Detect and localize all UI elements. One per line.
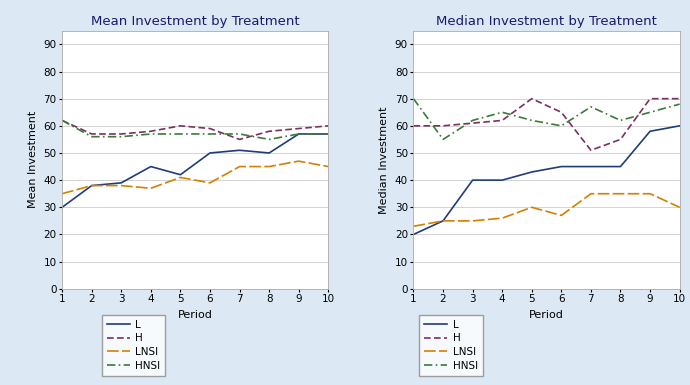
HNSI [206, 132, 214, 136]
LNSI [324, 164, 333, 169]
LNSI [676, 205, 684, 209]
HNSI [235, 132, 244, 136]
L [616, 164, 624, 169]
LNSI [206, 181, 214, 185]
L [324, 132, 333, 136]
H [147, 129, 155, 134]
X-axis label: Period: Period [529, 310, 564, 320]
LNSI [88, 183, 96, 188]
L [147, 164, 155, 169]
LNSI [528, 205, 536, 209]
H [439, 124, 447, 128]
L [646, 129, 654, 134]
H [586, 148, 595, 152]
L [235, 148, 244, 152]
L [586, 164, 595, 169]
L [295, 132, 303, 136]
LNSI [439, 219, 447, 223]
LNSI [265, 164, 273, 169]
Line: H: H [62, 121, 328, 139]
H [235, 137, 244, 142]
Legend: L, H, LNSI, HNSI: L, H, LNSI, HNSI [102, 315, 166, 376]
L [528, 170, 536, 174]
Line: LNSI: LNSI [413, 194, 680, 226]
L [58, 205, 66, 209]
HNSI [469, 118, 477, 123]
H [498, 118, 506, 123]
HNSI [586, 104, 595, 109]
H [409, 124, 417, 128]
HNSI [147, 132, 155, 136]
LNSI [117, 183, 126, 188]
Line: HNSI: HNSI [62, 121, 328, 139]
H [528, 96, 536, 101]
L [88, 183, 96, 188]
H [265, 129, 273, 134]
Title: Median Investment by Treatment: Median Investment by Treatment [436, 15, 657, 28]
HNSI [439, 137, 447, 142]
Line: H: H [413, 99, 680, 150]
LNSI [616, 191, 624, 196]
H [558, 110, 566, 115]
LNSI [147, 186, 155, 191]
HNSI [616, 118, 624, 123]
Y-axis label: Mean Investment: Mean Investment [28, 111, 38, 208]
L [469, 178, 477, 182]
X-axis label: Period: Period [178, 310, 213, 320]
Line: L: L [62, 134, 328, 207]
HNSI [88, 134, 96, 139]
H [295, 126, 303, 131]
HNSI [295, 132, 303, 136]
LNSI [498, 216, 506, 221]
L [558, 164, 566, 169]
LNSI [558, 213, 566, 218]
HNSI [265, 137, 273, 142]
HNSI [528, 118, 536, 123]
Line: L: L [413, 126, 680, 234]
H [88, 132, 96, 136]
HNSI [117, 134, 126, 139]
LNSI [58, 191, 66, 196]
L [676, 124, 684, 128]
L [176, 172, 184, 177]
Legend: L, H, LNSI, HNSI: L, H, LNSI, HNSI [420, 315, 483, 376]
H [469, 121, 477, 126]
H [176, 124, 184, 128]
L [265, 151, 273, 155]
HNSI [409, 96, 417, 101]
HNSI [58, 118, 66, 123]
Title: Mean Investment by Treatment: Mean Investment by Treatment [91, 15, 299, 28]
Line: LNSI: LNSI [62, 161, 328, 194]
LNSI [295, 159, 303, 164]
H [616, 137, 624, 142]
Line: HNSI: HNSI [413, 99, 680, 139]
H [58, 118, 66, 123]
LNSI [469, 219, 477, 223]
LNSI [176, 175, 184, 180]
L [206, 151, 214, 155]
HNSI [498, 110, 506, 115]
H [324, 124, 333, 128]
H [646, 96, 654, 101]
LNSI [586, 191, 595, 196]
H [117, 132, 126, 136]
L [498, 178, 506, 182]
LNSI [235, 164, 244, 169]
L [117, 181, 126, 185]
H [206, 126, 214, 131]
L [409, 232, 417, 237]
HNSI [558, 124, 566, 128]
H [676, 96, 684, 101]
L [439, 219, 447, 223]
Y-axis label: Median Investment: Median Investment [380, 106, 389, 214]
HNSI [324, 132, 333, 136]
LNSI [646, 191, 654, 196]
HNSI [176, 132, 184, 136]
HNSI [646, 110, 654, 115]
HNSI [676, 102, 684, 106]
LNSI [409, 224, 417, 229]
